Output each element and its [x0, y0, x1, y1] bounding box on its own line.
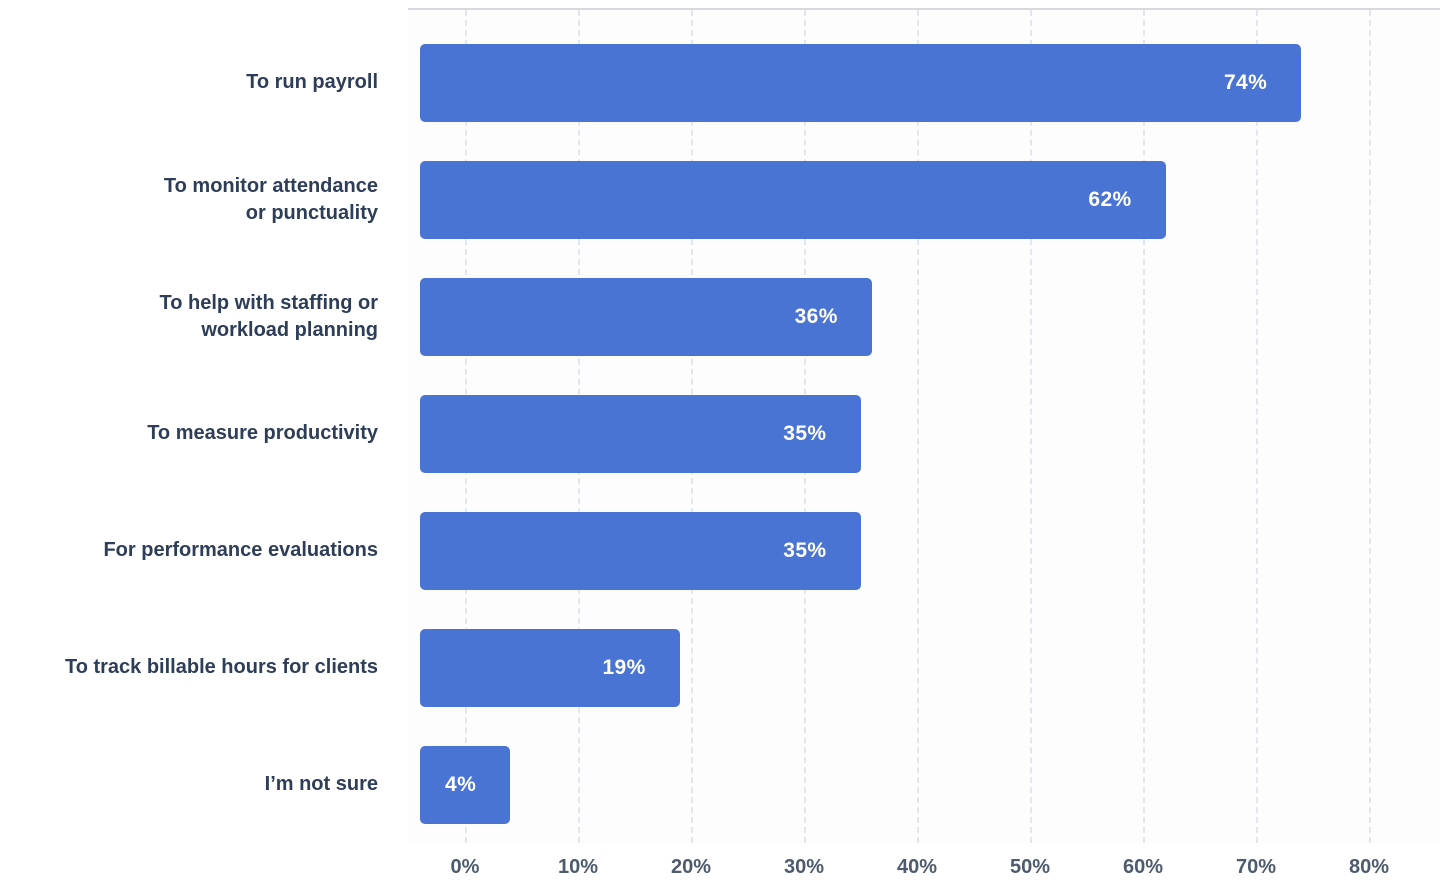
x-axis-tick-label: 10% [557, 856, 599, 878]
bar-row: 62% [408, 141, 1440, 258]
category-label-line: For performance evaluations [103, 539, 378, 561]
x-axis-tick-label: 40% [896, 856, 938, 878]
gridline [917, 10, 919, 843]
x-axis-tick-label: 20% [670, 856, 712, 878]
gridline [1256, 10, 1258, 843]
bar-value-label: 36% [794, 304, 838, 328]
category-label: To run payroll [4, 24, 378, 141]
bar: 35% [420, 394, 861, 473]
gridline [1030, 10, 1032, 843]
x-axis-tick-label: 60% [1122, 856, 1164, 878]
gridline [1369, 10, 1371, 843]
x-axis-tick-label: 30% [783, 856, 825, 878]
bar-row: 19% [408, 609, 1440, 726]
category-label-line: I’m not sure [264, 773, 378, 795]
bar: 74% [420, 43, 1302, 122]
bar: 36% [420, 277, 872, 356]
category-label: I’m not sure [4, 726, 378, 843]
x-axis-tick-label: 0% [450, 856, 480, 878]
category-label: To monitor attendance or punctuality [4, 141, 378, 258]
bar: 4% [420, 745, 511, 824]
bar-chart: To run payroll To monitor attendance or pu… [0, 8, 1440, 843]
category-label-line: workload planning [201, 318, 378, 341]
category-label: To track billable hours for clients [4, 609, 378, 726]
gridline [1143, 10, 1145, 843]
bar-row: 35% [408, 375, 1440, 492]
bar-value-label: 35% [783, 538, 827, 562]
x-axis: 0% 10% 20% 30% 40% 50% 60% 70% 80% [408, 843, 1440, 893]
bar: 19% [420, 628, 680, 707]
bar: 35% [420, 511, 861, 590]
bar-value-label: 19% [602, 655, 646, 679]
category-labels-column: To run payroll To monitor attendance or pu… [0, 8, 408, 843]
bar-row: 35% [408, 492, 1440, 609]
bar-value-label: 74% [1223, 70, 1268, 94]
x-axis-tick-label: 80% [1348, 856, 1390, 878]
bar-value-label: 35% [783, 421, 827, 445]
category-label-line: or punctuality [245, 201, 378, 224]
bar-value-label: 4% [445, 772, 477, 796]
plot-area: 74% 62% 36% 35% 35% 19% 4% [408, 8, 1440, 843]
bar-value-label: 62% [1088, 187, 1132, 211]
bars-layer: 74% 62% 36% 35% 35% 19% 4% [408, 10, 1440, 843]
bar-row: 4% [408, 726, 1440, 843]
x-axis-tick-label: 50% [1009, 856, 1051, 878]
bar-row: 36% [408, 258, 1440, 375]
category-label-line: To monitor attendance [163, 174, 378, 197]
category-label: To help with staffing or workload plannin… [4, 258, 379, 375]
bar: 62% [420, 160, 1166, 239]
x-axis-tick-label: 70% [1235, 856, 1277, 878]
category-label: For performance evaluations [4, 492, 378, 609]
category-label-line: To run payroll [246, 71, 378, 93]
category-label: To measure productivity [4, 375, 378, 492]
bar-row: 74% [408, 24, 1440, 141]
category-label-line: To measure productivity [147, 422, 378, 444]
category-label-line: To help with staffing or [159, 291, 379, 314]
category-label-line: To track billable hours for clients [64, 656, 378, 678]
